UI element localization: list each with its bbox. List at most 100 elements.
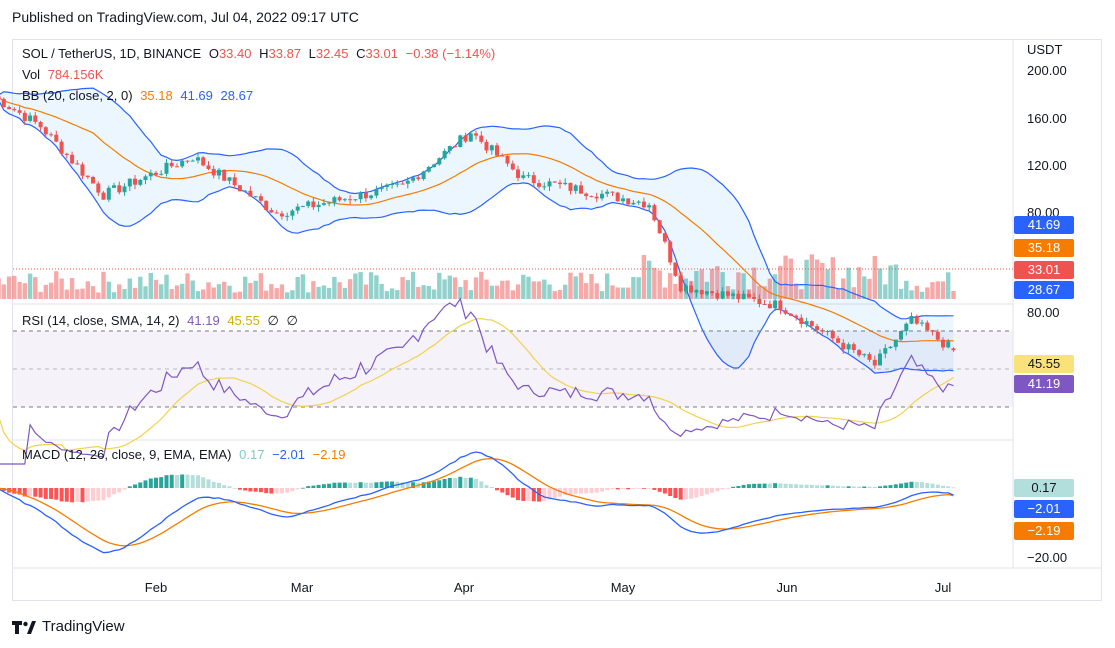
- macd-histogram-bar: [353, 482, 358, 488]
- volume-bar: [180, 283, 185, 299]
- candle-body: [510, 163, 515, 170]
- macd-histogram-bar: [327, 483, 332, 488]
- candle-body: [925, 322, 930, 331]
- bb-lower-tag: 28.67: [1014, 281, 1074, 299]
- candle-body: [668, 241, 673, 263]
- candle-body: [678, 275, 683, 292]
- macd-histogram-bar: [80, 488, 85, 503]
- candle-body: [479, 135, 484, 142]
- rsi-legend: RSI (14, close, SMA, 14, 2) 41.19 45.55 …: [22, 313, 302, 329]
- macd-histogram-bar: [941, 485, 945, 488]
- macd-histogram-bar: [28, 488, 33, 497]
- volume-bar: [715, 266, 720, 299]
- volume-bar: [416, 286, 421, 299]
- macd-histogram-bar: [363, 482, 368, 488]
- volume-bar: [589, 274, 594, 299]
- volume-bar: [736, 272, 741, 299]
- macd-histogram-bar: [390, 481, 395, 488]
- volume-bar: [59, 278, 64, 299]
- candle-body: [846, 344, 851, 350]
- candle-body: [311, 201, 316, 208]
- macd-histogram-bar: [757, 483, 762, 488]
- candle-body: [106, 187, 111, 200]
- bb-upper-value: 41.69: [180, 88, 213, 103]
- volume-bar: [626, 287, 631, 299]
- macd-histogram-bar: [405, 482, 410, 488]
- candle-body: [54, 134, 59, 142]
- candle-body: [122, 186, 127, 193]
- volume-bar: [389, 288, 395, 299]
- volume-bar: [877, 268, 883, 299]
- rsi-empty-1: ∅: [267, 313, 279, 328]
- price-tick-120: 120.00: [1027, 158, 1067, 173]
- volume-bar: [930, 282, 935, 299]
- candle-body: [836, 338, 841, 343]
- candle-body: [342, 199, 347, 201]
- candle-body: [33, 115, 38, 122]
- candle-body: [17, 110, 22, 113]
- candle-body: [505, 155, 510, 164]
- candle-body: [258, 196, 263, 201]
- candle-body: [741, 293, 746, 300]
- macd-histogram-bar: [127, 486, 132, 488]
- macd-histogram-bar: [762, 483, 767, 488]
- volume-bar: [820, 263, 825, 299]
- footer-brand-label: TradingView: [42, 618, 125, 635]
- candle-body: [154, 172, 158, 175]
- chart-gridlines: [13, 40, 1101, 569]
- volume-bar: [657, 270, 662, 299]
- candle-body: [206, 165, 211, 169]
- main-legend: SOL / TetherUS, 1D, BINANCE O33.40 H33.8…: [22, 46, 499, 61]
- volume-bar: [237, 291, 243, 299]
- macd-histogram-bar: [96, 488, 101, 501]
- macd-histogram-bar: [106, 488, 111, 498]
- x-label-jul: Jul: [934, 580, 952, 595]
- candle-body: [363, 192, 368, 199]
- volume-bar: [211, 287, 216, 299]
- candle-body: [201, 157, 206, 166]
- volume-bar: [337, 282, 342, 299]
- volume-bar: [893, 264, 898, 299]
- rsi-ma-tag: 45.55: [1014, 355, 1074, 373]
- candle-body: [196, 157, 200, 161]
- macd-histogram-bar: [610, 488, 615, 490]
- bb-basis-value: 35.18: [140, 88, 173, 103]
- candle-body: [516, 169, 520, 178]
- candle-body: [552, 181, 557, 183]
- candle-body: [468, 133, 473, 142]
- candle-body: [736, 293, 741, 300]
- volume-bar: [605, 273, 610, 299]
- volume-bar: [22, 283, 27, 299]
- candle-body: [453, 146, 458, 148]
- volume-bar: [117, 284, 122, 299]
- macd-histogram-bar: [38, 488, 43, 498]
- candle-body: [474, 133, 478, 136]
- macd-histogram-bar: [91, 488, 95, 501]
- volume-bar: [358, 272, 363, 299]
- rsi-empty-2: ∅: [286, 313, 298, 328]
- volume-bar: [1, 284, 7, 299]
- macd-histogram-bar: [946, 486, 951, 488]
- macd-hist-tag: 0.17: [1014, 479, 1074, 497]
- candle-body: [49, 134, 54, 136]
- volume-bar: [872, 256, 877, 299]
- macd-histogram-bar: [117, 488, 122, 493]
- volume-bars: [0, 254, 956, 299]
- bb-basis-line: [0, 97, 954, 343]
- macd-histogram-bar: [641, 488, 646, 489]
- candle-body: [631, 202, 636, 205]
- macd-histogram-bar: [914, 481, 919, 488]
- candle-body: [946, 341, 951, 348]
- candle-body: [222, 169, 227, 181]
- macd-histogram-bar: [33, 488, 38, 497]
- macd-histogram-bar: [316, 484, 321, 488]
- candle-body: [217, 169, 221, 176]
- volume-bar: [510, 290, 515, 299]
- macd-histogram-bar: [531, 488, 536, 502]
- macd-histogram-bar: [227, 486, 232, 488]
- volume-bar: [694, 271, 699, 299]
- macd-histogram-bar: [300, 487, 305, 489]
- candle-body: [815, 326, 820, 331]
- macd-histogram-bar: [264, 488, 269, 494]
